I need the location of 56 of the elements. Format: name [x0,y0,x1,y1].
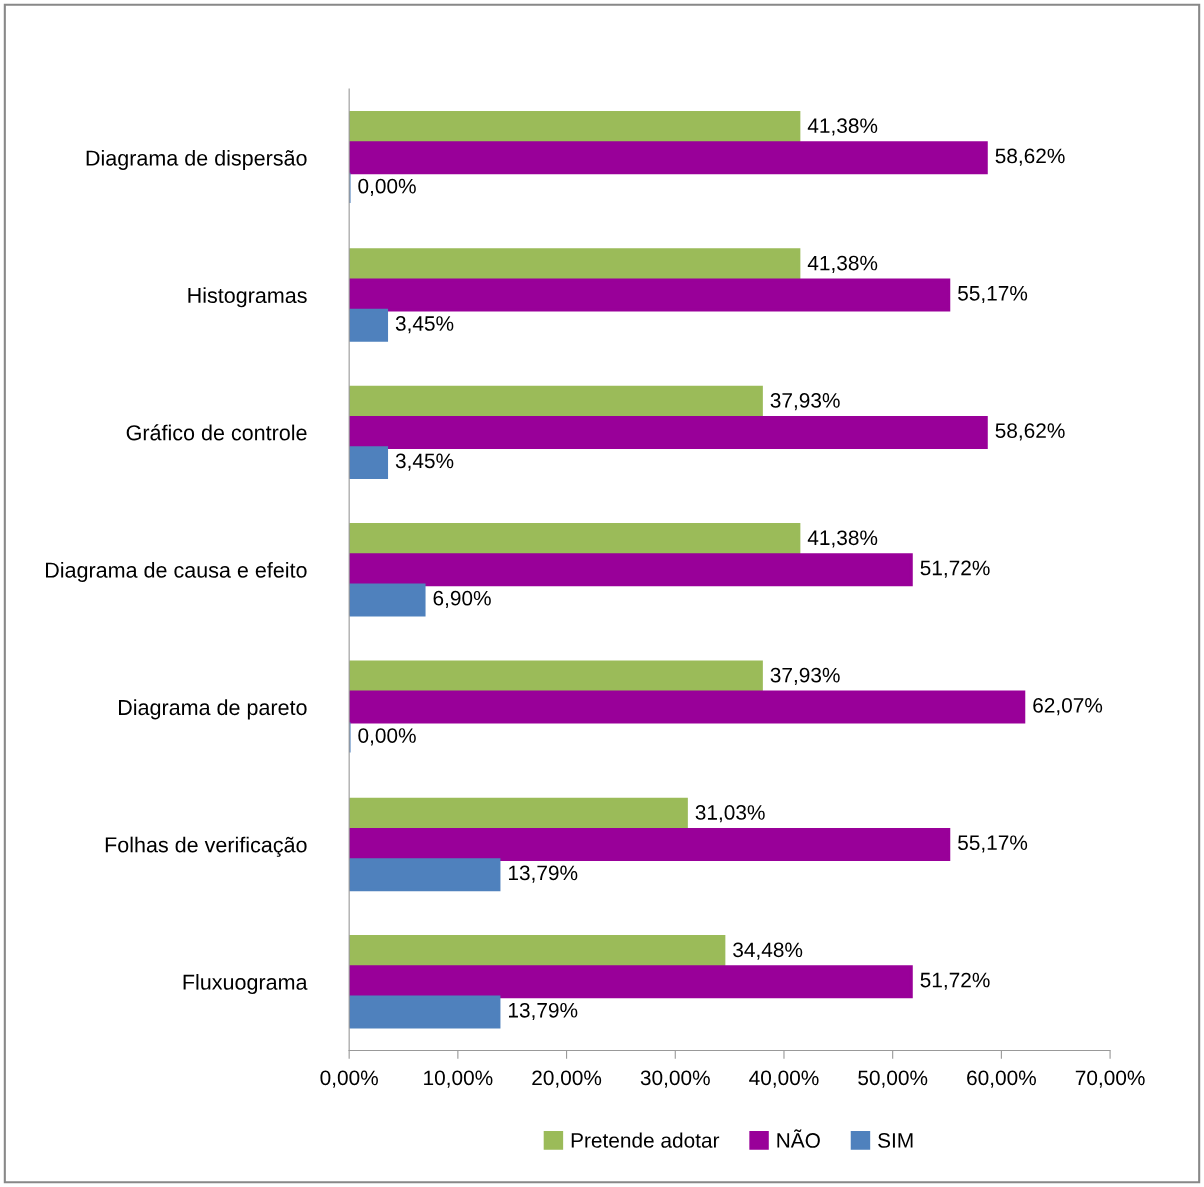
bar [349,690,1026,724]
y-tick-label: Fluxuograma [183,974,308,995]
data-label: 0,00% [358,178,416,196]
data-label: 58,62% [995,423,1065,441]
bar [349,278,951,312]
data-label: 13,79% [508,1002,578,1021]
legend-label: SIM [878,1133,913,1148]
bar [349,553,913,587]
data-label: 3,45% [395,453,454,471]
x-tick-label: 50,00% [858,1070,928,1088]
x-tick-label: 10,00% [424,1070,493,1088]
x-tick-label: 60,00% [967,1070,1036,1088]
bar [349,660,763,694]
x-tick-label: 30,00% [640,1070,710,1088]
y-tick-label: Diagrama de pareto [119,699,307,720]
legend-label: Pretende adotar [571,1132,720,1148]
bar [349,446,389,480]
data-label: 6,90% [433,590,491,609]
data-label: 62,07% [1033,697,1103,716]
data-label: 41,38% [807,118,878,136]
y-tick-label: Histogramas [188,287,307,308]
data-label: 13,79% [508,865,578,883]
bar [349,965,913,999]
data-label: 55,17% [958,285,1028,304]
y-tick-label: Diagrama de causa e efeito [46,561,307,583]
data-label: 51,72% [920,972,990,990]
data-label: 58,62% [995,148,1065,166]
data-label: 41,38% [807,530,878,548]
bar [349,415,988,449]
bar [349,141,988,175]
data-label: 34,48% [733,942,803,960]
data-label: 37,93% [770,667,840,685]
bar [349,248,801,282]
y-tick-label: Gráfico de controle [126,424,307,441]
bar [349,797,688,831]
data-label: 55,17% [958,835,1028,853]
data-label: 0,00% [358,728,416,746]
data-label: 51,72% [920,560,990,578]
bar [349,308,389,342]
x-tick-label: 20,00% [532,1070,602,1088]
data-label: 41,38% [807,255,878,273]
bar [349,858,501,892]
y-tick-label: Folhas de verificação [105,836,307,857]
bar [349,385,763,419]
x-tick-label: 40,00% [749,1070,819,1088]
bar [349,110,801,144]
y-tick-label: Diagrama de dispersão [86,149,307,170]
legend-label: NÃO [777,1129,820,1148]
bar [349,583,426,617]
data-label: 37,93% [770,393,840,411]
data-label: 3,45% [395,316,454,334]
bar [349,827,951,861]
x-tick-label: 0,00% [320,1070,378,1088]
data-label: 31,03% [695,805,765,823]
x-tick-label: 70,00% [1075,1070,1145,1088]
bar [349,995,501,1029]
